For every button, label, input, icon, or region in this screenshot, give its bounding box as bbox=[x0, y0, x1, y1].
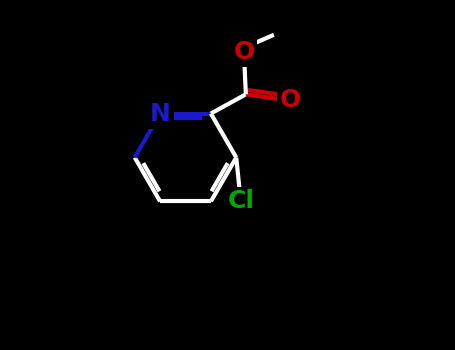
Text: N: N bbox=[150, 102, 171, 126]
Text: Cl: Cl bbox=[228, 189, 255, 213]
Text: O: O bbox=[233, 40, 255, 64]
Text: O: O bbox=[280, 88, 301, 112]
